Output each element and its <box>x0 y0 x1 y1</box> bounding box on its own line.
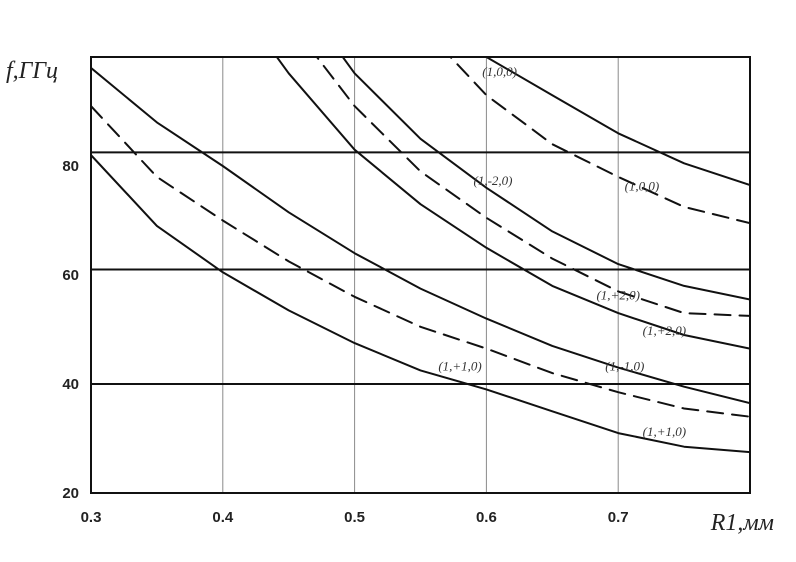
series-line-solid <box>275 57 750 350</box>
series-layer <box>91 57 750 454</box>
x-tick-label: 0.3 <box>81 509 102 526</box>
mode-label: (1,+1,0) <box>643 424 686 439</box>
mode-label: (1,-2,0) <box>473 173 512 188</box>
mode-label: (1,+2,0) <box>596 288 639 303</box>
x-axis-title: R1,мм <box>710 510 774 536</box>
series-line-solid <box>91 154 750 454</box>
mode-label: (1,0,0) <box>625 179 660 194</box>
y-tick-label: 80 <box>62 158 79 175</box>
mode-label: (1,+2,0) <box>643 323 686 338</box>
y-tick-label: 60 <box>62 267 79 284</box>
y-axis-title: f,ГГц <box>6 58 58 84</box>
mode-label: (1,0,0) <box>482 64 517 79</box>
plot-frame <box>90 56 751 494</box>
series-line-dashed <box>91 105 750 418</box>
series-line-solid <box>91 66 750 405</box>
series-line-solid <box>484 57 750 187</box>
x-tick-label: 0.7 <box>608 509 629 526</box>
x-tick-label: 0.6 <box>476 509 497 526</box>
y-tick-label: 20 <box>62 485 79 502</box>
series-line-solid <box>341 57 750 301</box>
annotation-layer: (1,0,0) (1,-2,0) (1,0,0) (1,+2,0) (1,+2,0) (1… <box>438 64 686 439</box>
series-line-dashed <box>449 57 750 225</box>
tick-layer: 0.3 0.4 0.5 0.6 0.7 20 40 60 80 <box>62 158 628 526</box>
x-tick-label: 0.5 <box>344 509 365 526</box>
y-tick-label: 40 <box>62 376 79 393</box>
series-line-dashed <box>315 57 750 317</box>
mode-label: (1,-1,0) <box>605 358 644 373</box>
x-tick-label: 0.4 <box>212 509 234 526</box>
mode-label: (1,+1,0) <box>438 358 481 373</box>
